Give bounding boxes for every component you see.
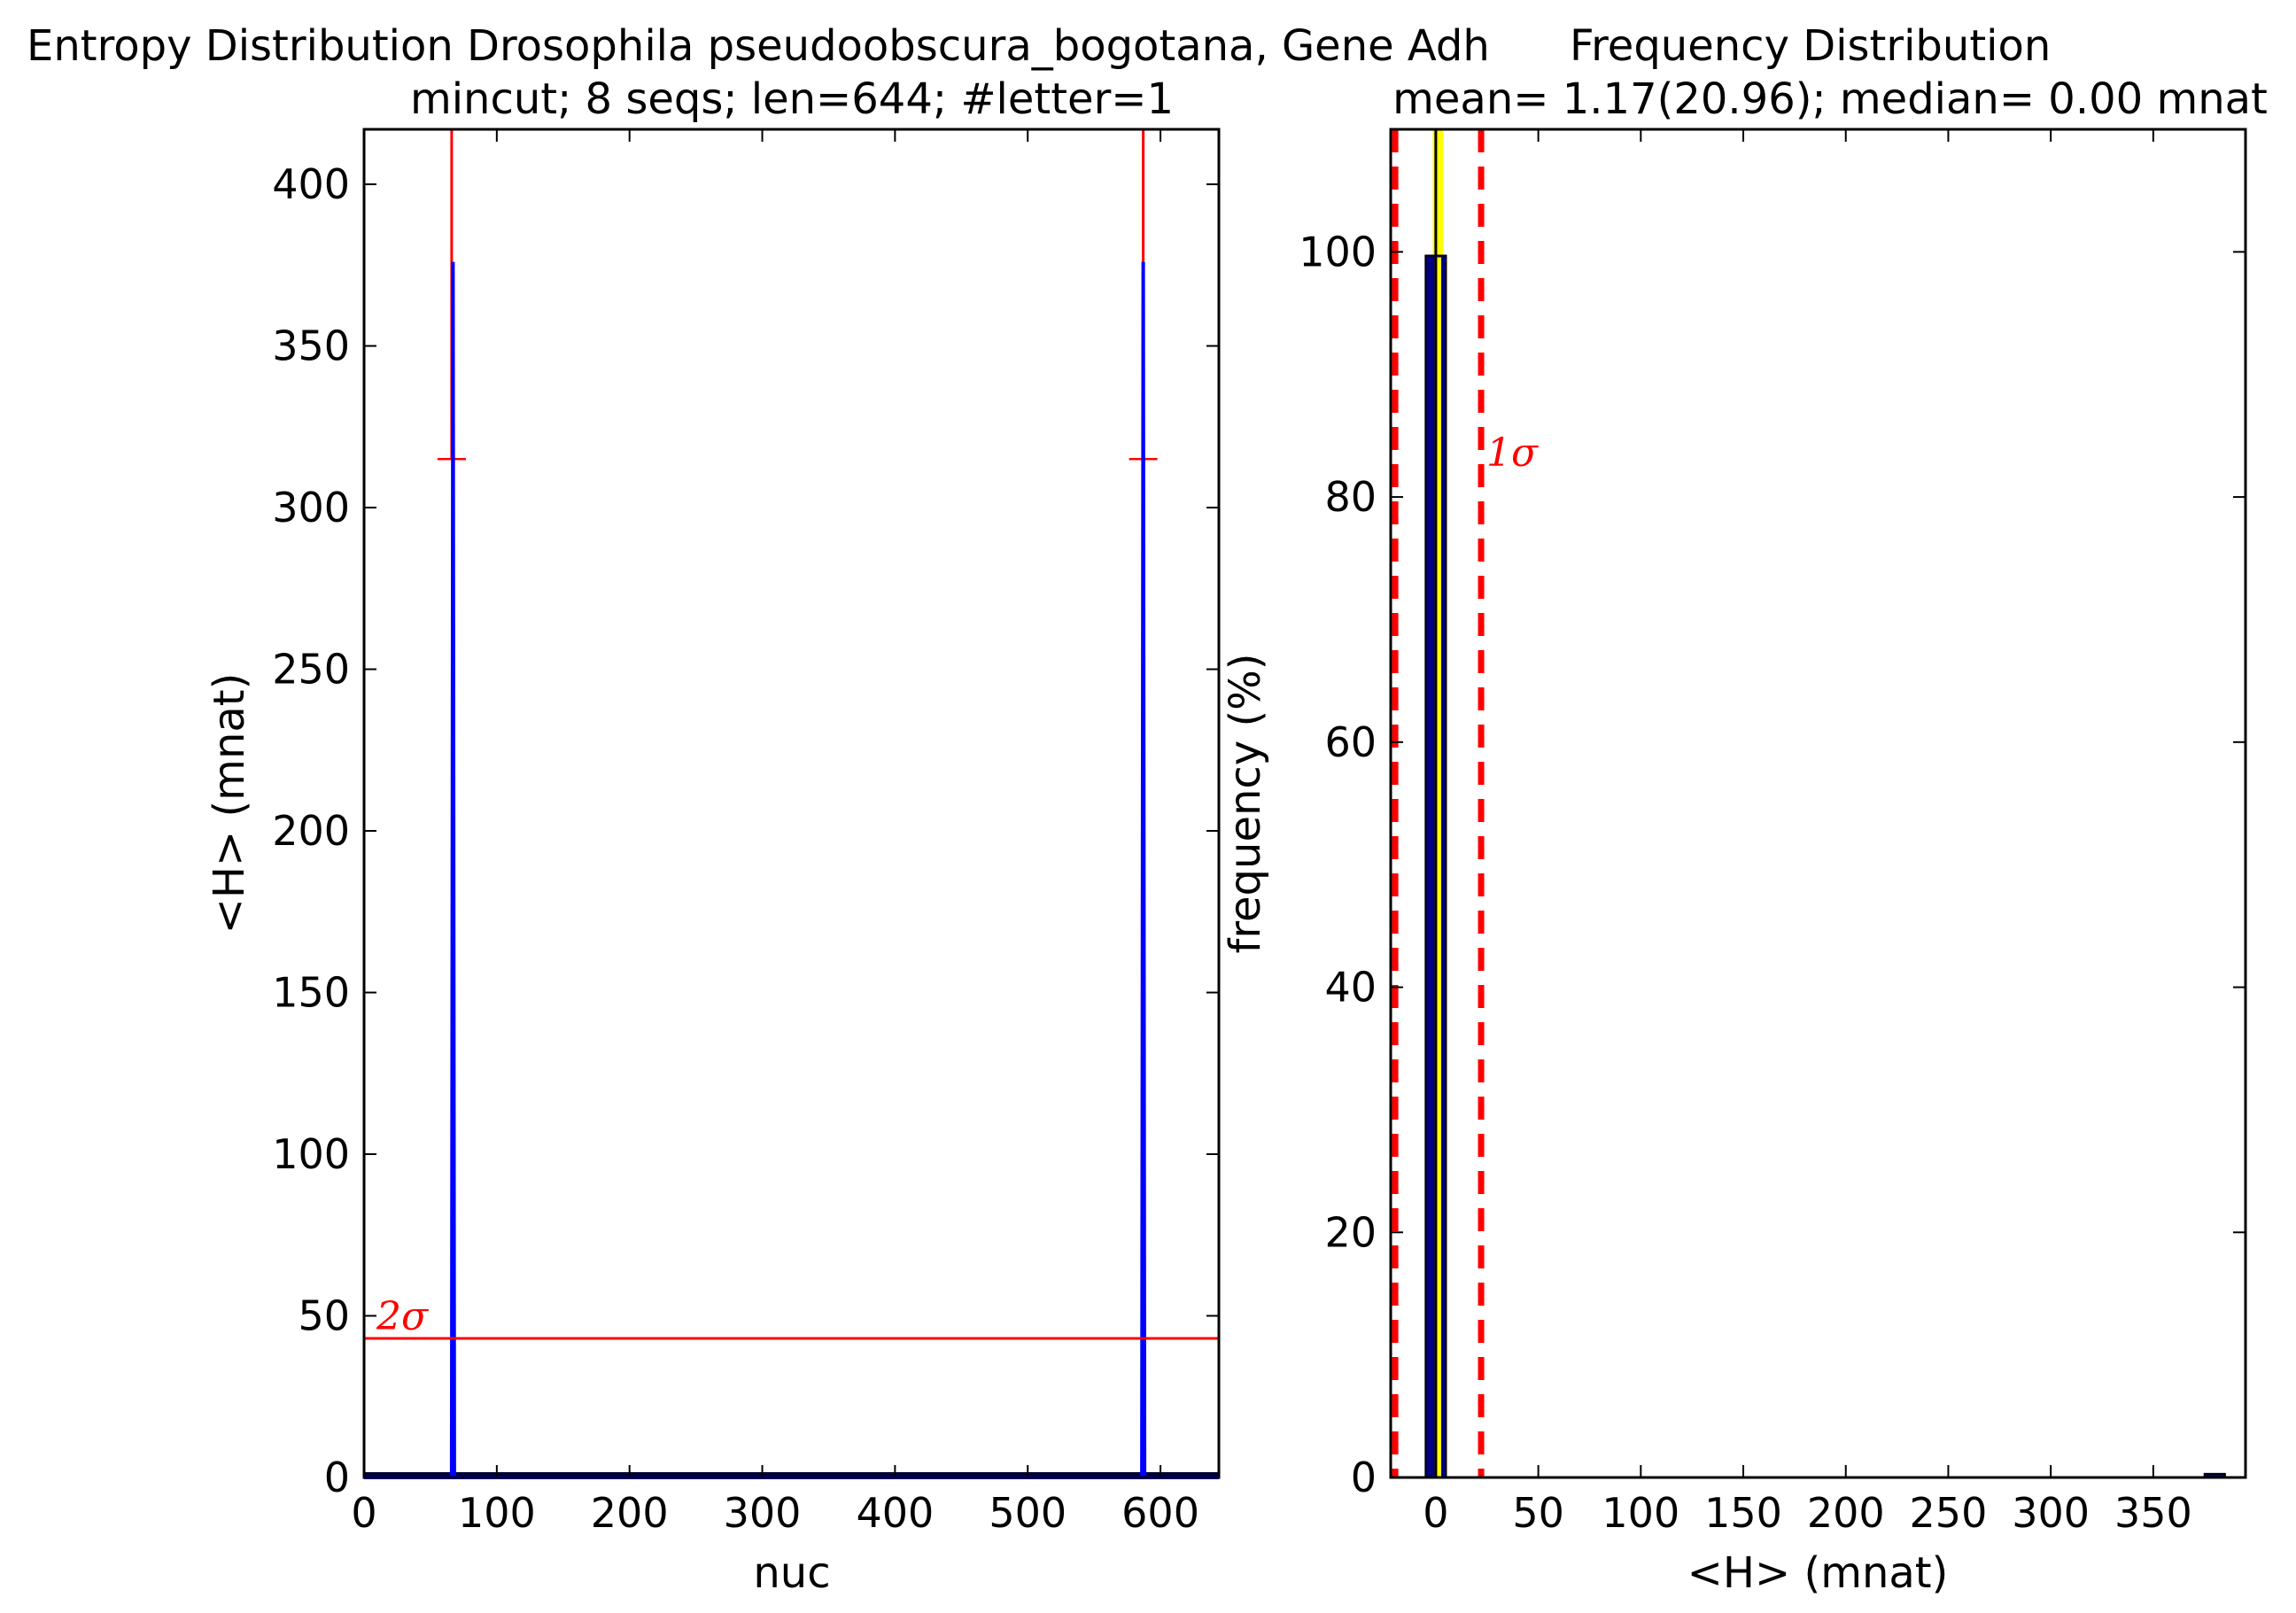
entropy-ytick-label: 350: [272, 322, 350, 370]
frequency-ytick-label: 60: [1324, 718, 1377, 766]
entropy-ytick-label: 200: [272, 807, 350, 855]
frequency-plot-ticks: 0 50 100 150 200 250 300 350 0 20 40 60 80 100: [1299, 129, 2246, 1537]
entropy-plot-panel: Entropy Distribution Drosophila pseudoob…: [27, 21, 1490, 1598]
entropy-xtick-label: 500: [989, 1489, 1067, 1537]
entropy-xtick-label: 300: [724, 1489, 802, 1537]
mean-band-inner: [1434, 257, 1442, 1478]
frequency-plot-subtitle: mean= 1.17(20.96); median= 0.00 mnat: [1392, 74, 2268, 124]
entropy-plot-title: Entropy Distribution Drosophila pseudoob…: [27, 21, 1490, 71]
frequency-plot-xlabel: <H> (mnat): [1687, 1548, 1949, 1598]
frequency-xtick-label: 0: [1423, 1489, 1448, 1537]
frequency-plot-ylabel: frequency (%): [1221, 653, 1270, 953]
entropy-xtick-label: 200: [591, 1489, 669, 1537]
frequency-xtick-label: 100: [1602, 1489, 1679, 1537]
frequency-xtick-label: 300: [2012, 1489, 2090, 1537]
entropy-plot-ticks: 0 100 200 300 400 500 600 0 50 100 150 200 250 300 350…: [272, 129, 1219, 1537]
frequency-ytick-label: 100: [1299, 228, 1377, 275]
entropy-ytick-label: 50: [298, 1292, 350, 1340]
entropy-ytick-label: 400: [272, 160, 350, 208]
frequency-xtick-label: 200: [1807, 1489, 1885, 1537]
threshold-label-2sigma: 2σ: [376, 1294, 430, 1339]
entropy-ytick-label: 300: [272, 484, 350, 531]
entropy-plot-frame: [362, 128, 1221, 1479]
frequency-ytick-label: 40: [1324, 964, 1377, 1012]
frequency-xtick-label: 350: [2114, 1489, 2192, 1537]
sigma-line-label: 1σ: [1486, 430, 1540, 476]
frequency-plot-marks: 1σ: [1392, 129, 2226, 1479]
frequency-xtick-label: 150: [1704, 1489, 1782, 1537]
frequency-ytick-label: 0: [1351, 1454, 1377, 1501]
entropy-ytick-label: 0: [324, 1454, 350, 1501]
entropy-xtick-label: 100: [458, 1489, 536, 1537]
frequency-plot-panel: Frequency Distribution mean= 1.17(20.96)…: [1221, 21, 2268, 1598]
entropy-plot-subtitle: mincut; 8 seqs; len=644; #letter=1: [410, 74, 1174, 124]
entropy-xtick-label: 400: [856, 1489, 934, 1537]
frequency-plot-title: Frequency Distribution: [1570, 21, 2051, 71]
entropy-xtick-label: 600: [1121, 1489, 1199, 1537]
frequency-ytick-label: 20: [1324, 1208, 1377, 1256]
frequency-xtick-label: 50: [1512, 1489, 1564, 1537]
entropy-ytick-label: 250: [272, 646, 350, 694]
entropy-plot-xlabel: nuc: [753, 1548, 830, 1598]
entropy-zero-baseline: [364, 1472, 1219, 1477]
entropy-xtick-label: 0: [351, 1489, 376, 1537]
frequency-plot-frame: [1389, 128, 2247, 1479]
frequency-ytick-label: 80: [1324, 473, 1377, 521]
frequency-xtick-label: 250: [1910, 1489, 1988, 1537]
entropy-plot-ylabel: <H> (mnat): [205, 673, 254, 934]
entropy-ytick-label: 150: [272, 969, 350, 1017]
entropy-ytick-label: 100: [272, 1130, 350, 1178]
